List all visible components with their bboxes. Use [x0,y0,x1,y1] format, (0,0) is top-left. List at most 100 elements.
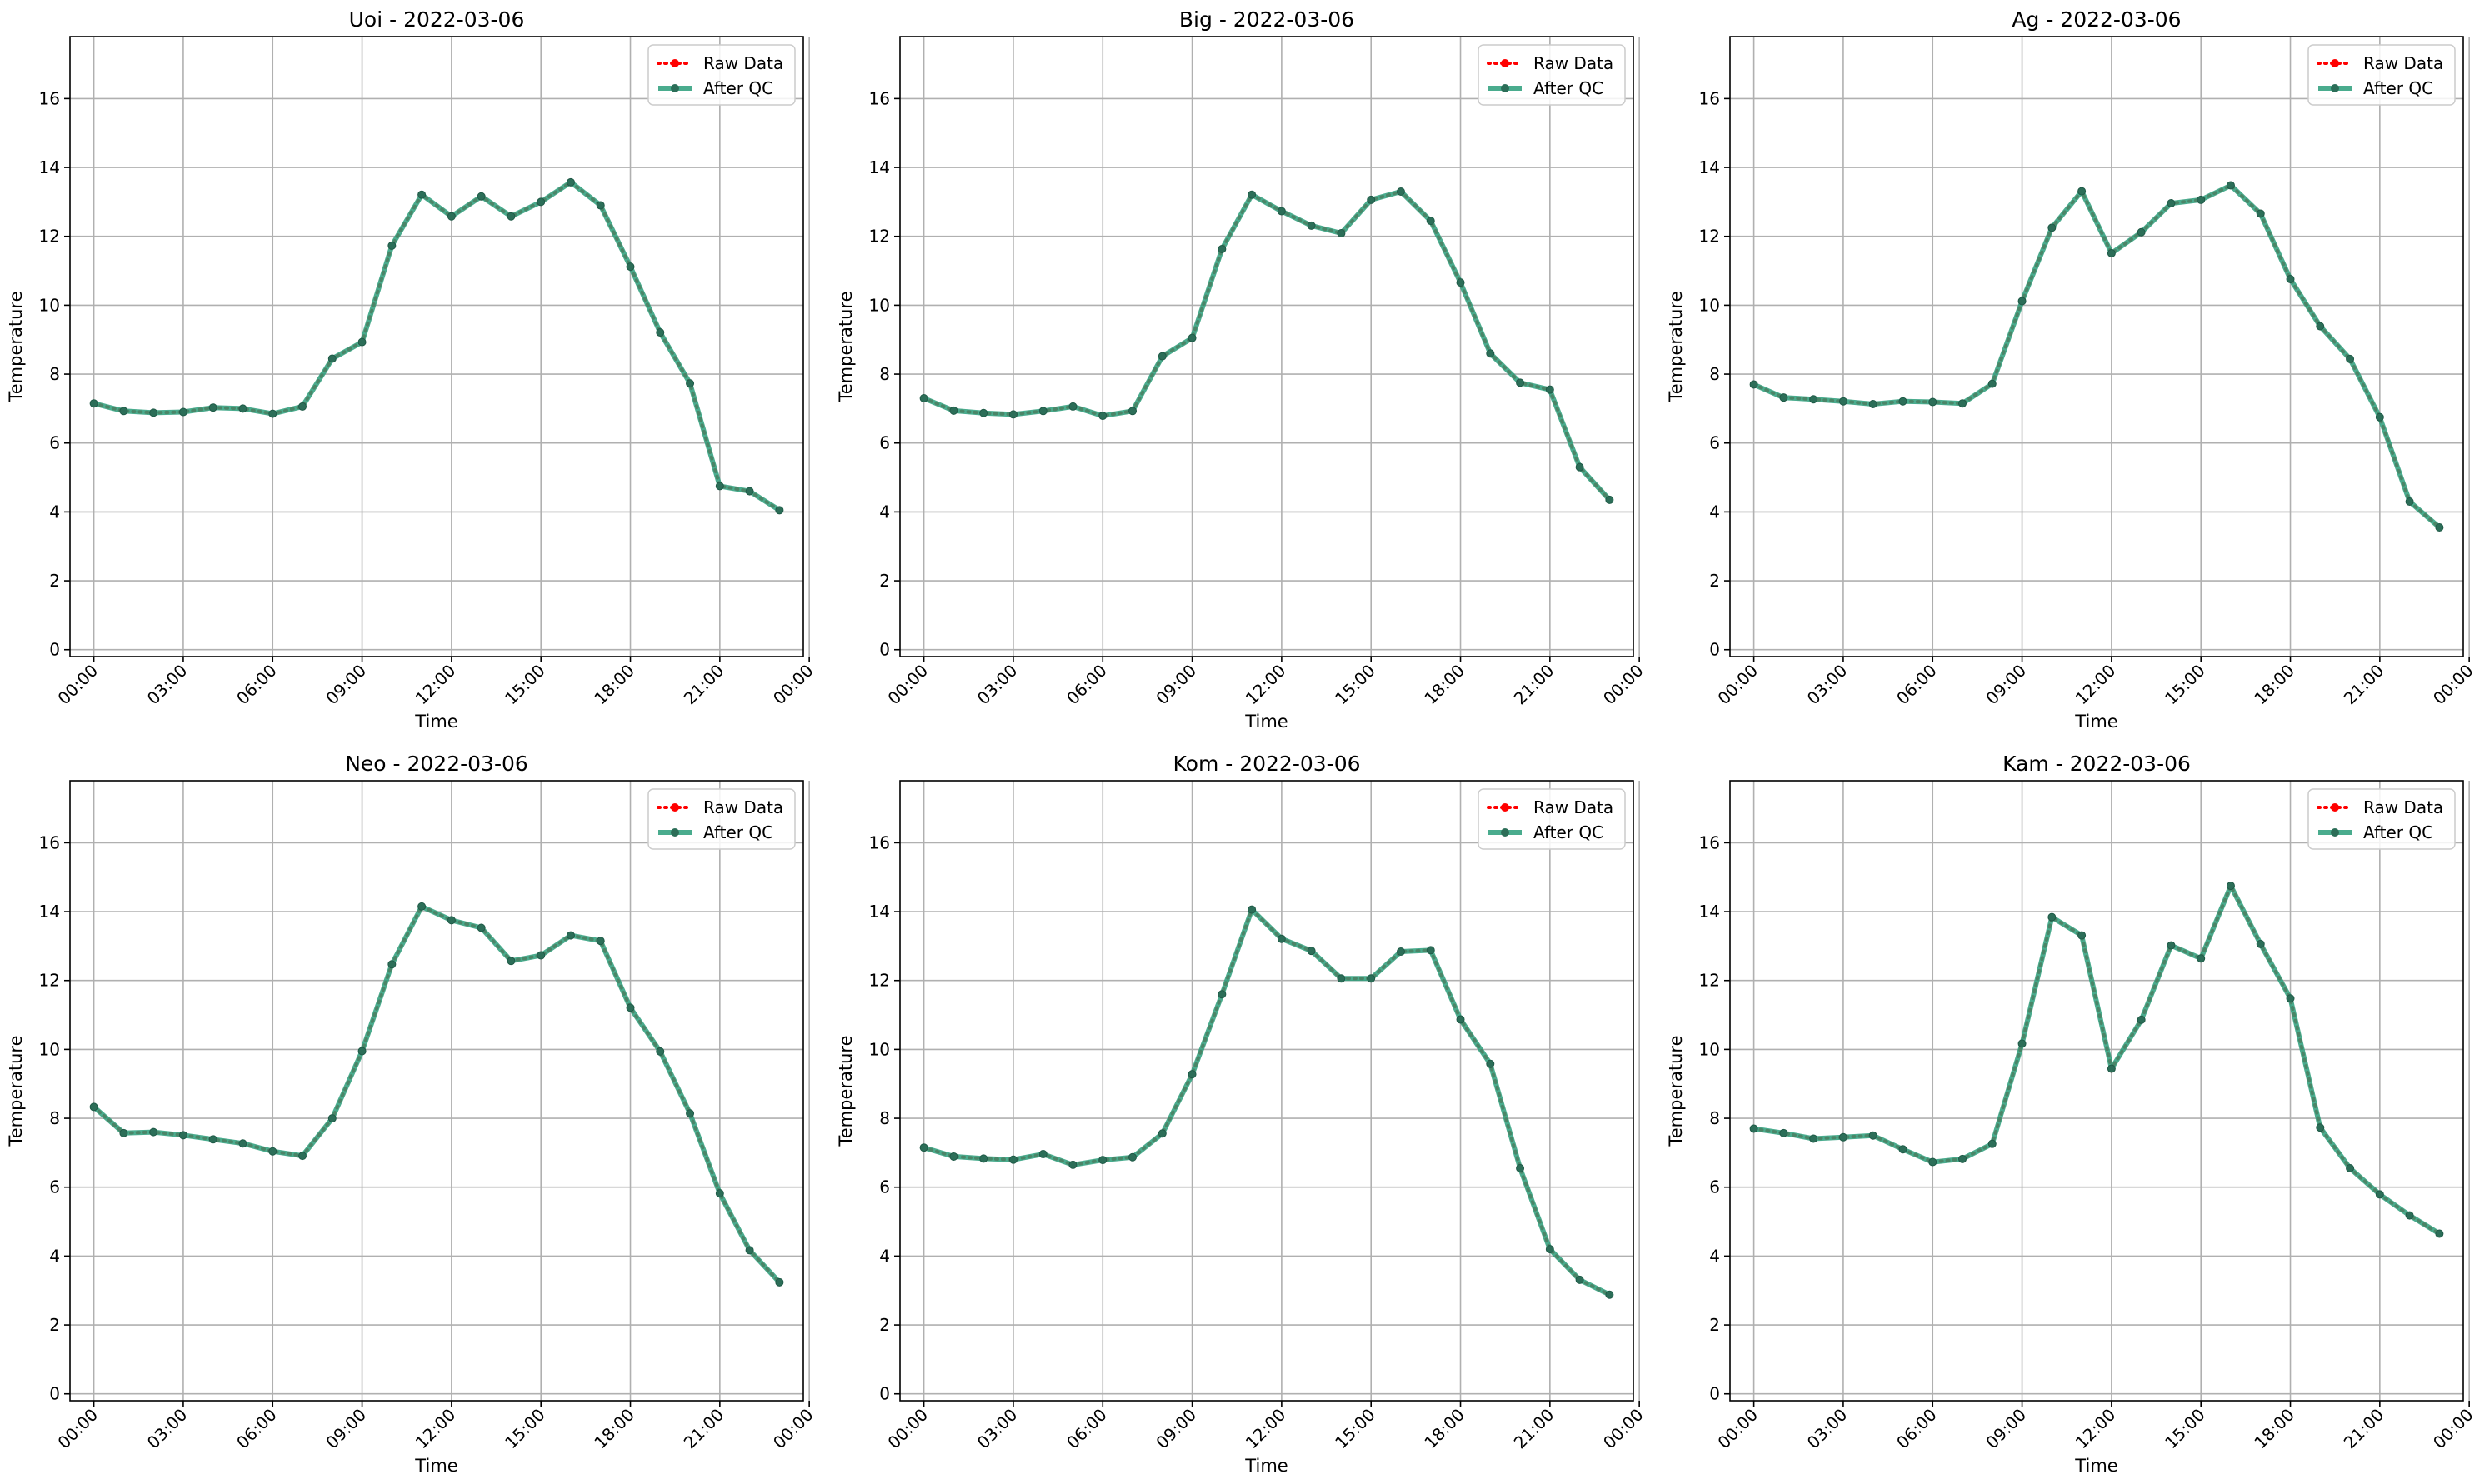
data-point [1158,352,1167,361]
x-tick-label: 06:00 [1892,661,1941,709]
x-axis-label: Time [1244,712,1288,732]
data-point [1809,395,1818,404]
data-point [1128,1152,1138,1162]
x-tick-label: 15:00 [2161,1405,2209,1453]
data-point [949,406,958,415]
legend-raw-label: Raw Data [703,797,783,817]
subplot-title: Kam - 2022-03-06 [2002,752,2191,776]
axes-frame [1729,36,2464,657]
legend-qc-marker [671,84,679,92]
x-tick-label: 12:00 [1242,661,1290,709]
data-point [1188,333,1197,342]
subplot-4: 0 2 4 6 8 10 12 14 16 00:00 03:00 06:00 09:00 12:00 15… [6,752,818,1476]
y-tick-label: 14 [869,902,890,922]
data-point [2226,181,2235,190]
x-tick-label: 03:00 [1803,1405,1852,1453]
data-point [1158,1129,1167,1138]
data-point [507,212,516,221]
legend: Raw Data After QC [2308,44,2456,106]
x-tick-label: 00:00 [53,1405,102,1453]
legend: Raw Data After QC [648,44,796,106]
y-tick-label: 6 [1709,1177,1720,1197]
y-tick-label: 2 [49,1315,60,1335]
data-point [1337,974,1346,983]
x-tick-label: 18:00 [1420,661,1468,709]
data-point [1516,1164,1525,1172]
x-tick-label: 18:00 [590,661,638,709]
legend-qc-label: After QC [2363,78,2433,98]
x-tick-label: 18:00 [2250,661,2298,709]
x-tick-label: 15:00 [1331,1405,1379,1453]
x-tick-label: 12:00 [2072,1405,2120,1453]
y-tick-label: 6 [879,1177,890,1197]
y-tick-label: 6 [1709,433,1720,453]
legend-raw-label: Raw Data [2363,53,2443,73]
legend-raw-marker [671,59,679,67]
data-point [566,931,575,940]
legend-qc-label: After QC [703,822,773,842]
legend-qc-marker [671,828,679,837]
data-point [2375,412,2384,422]
legend-raw-marker [2331,803,2339,812]
legend-raw-marker [1501,59,1509,67]
data-point [1486,1059,1495,1068]
x-tick-label: 09:00 [322,1405,370,1453]
y-tick-label: 4 [1709,502,1720,522]
data-point [1008,410,1018,419]
data-point [1038,1150,1048,1159]
y-tick-label: 16 [1699,832,1720,852]
data-point [2107,248,2116,257]
legend-qc-marker [1501,828,1509,837]
x-tick-label: 09:00 [1152,661,1200,709]
legend-qc-label: After QC [1533,78,1603,98]
data-point [1396,187,1405,196]
y-tick-label: 10 [869,295,890,315]
y-axis-label: Temperature [1666,1035,1686,1147]
data-point [2197,954,2206,963]
data-point [1868,1131,1878,1140]
y-tick-label: 10 [39,1039,60,1059]
legend: Raw Data After QC [1478,788,1626,850]
x-tick-label: 15:00 [1331,661,1379,709]
x-tick-label: 00:00 [883,661,932,709]
y-tick-label: 0 [1709,1384,1720,1404]
data-point [1958,399,1968,408]
data-point [919,1143,928,1152]
data-point [2346,1164,2355,1172]
data-point [507,957,516,966]
data-point [715,482,724,491]
data-point [537,197,546,207]
data-point [1838,397,1848,406]
data-point [1545,1245,1554,1254]
y-tick-label: 12 [39,227,60,247]
data-point [119,407,128,416]
y-tick-label: 14 [39,157,60,177]
data-point [119,1128,128,1137]
y-tick-label: 4 [1709,1246,1720,1266]
legend: Raw Data After QC [1478,44,1626,106]
data-point [1218,245,1227,254]
data-point [1928,397,1938,407]
data-point [89,1102,98,1112]
data-point [1038,407,1048,416]
x-tick-label: 06:00 [1062,1405,1111,1453]
after-qc-line [1753,883,2441,1237]
legend-raw-marker [671,803,679,812]
y-tick-label: 2 [1709,1315,1720,1335]
y-tick-label: 2 [879,571,890,591]
data-point [477,192,486,201]
data-point [1898,397,1908,406]
y-tick-label: 8 [1709,364,1720,384]
x-tick-label: 12:00 [412,661,460,709]
axes-frame [69,36,804,657]
y-tick-label: 4 [49,502,60,522]
y-tick-label: 16 [39,832,60,852]
x-tick-label: 15:00 [2161,661,2209,709]
x-tick-label: 00:00 [769,661,818,709]
x-tick-label: 03:00 [1803,661,1852,709]
data-point [1426,946,1435,955]
data-point [149,1127,158,1137]
data-point [2167,941,2176,950]
data-point [2107,1064,2116,1073]
data-point [775,1277,784,1287]
